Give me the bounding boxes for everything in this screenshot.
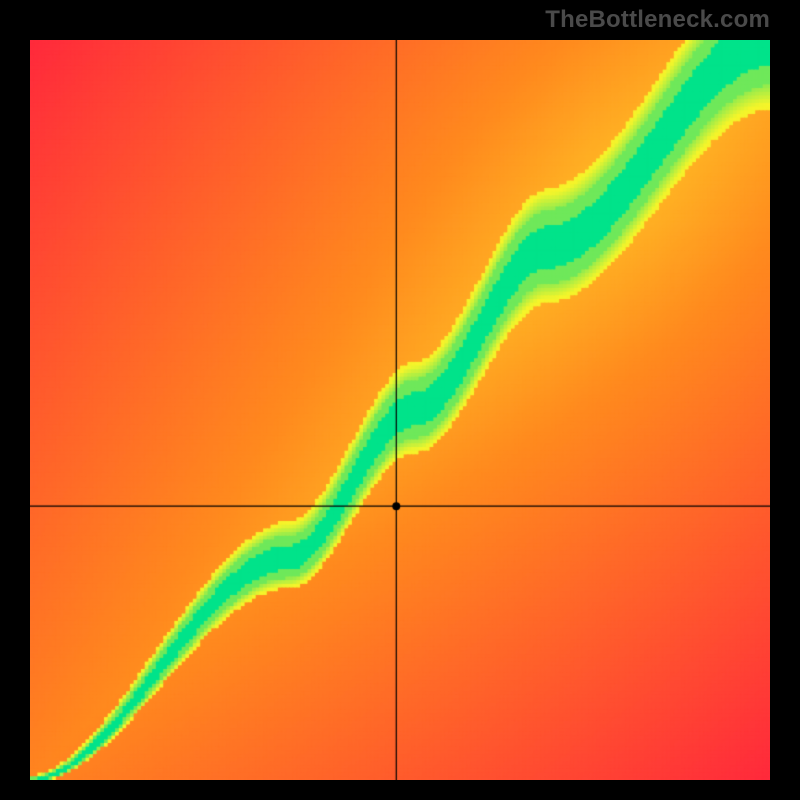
chart-container: TheBottleneck.com <box>0 0 800 800</box>
watermark-label: TheBottleneck.com <box>545 6 770 34</box>
bottleneck-heatmap <box>30 40 770 780</box>
